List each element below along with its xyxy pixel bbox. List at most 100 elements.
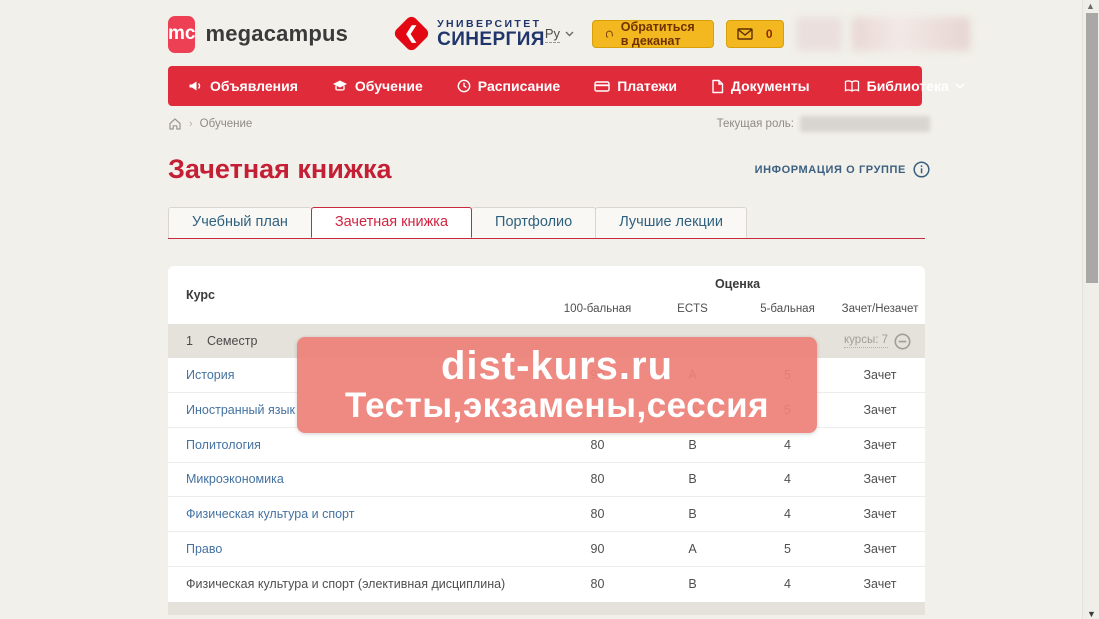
current-role: Текущая роль: [717, 116, 930, 132]
score-ects: B [688, 437, 697, 452]
pass-status: Зачет [863, 507, 897, 522]
nav-item-2[interactable]: Расписание [457, 78, 560, 94]
info-icon [913, 161, 930, 178]
score-5: 5 [784, 542, 791, 557]
pass-status: Зачет [863, 542, 897, 557]
nav-item-label: Документы [730, 78, 810, 94]
nav-item-3[interactable]: Платежи [594, 78, 677, 94]
pass-status: Зачет [863, 577, 897, 592]
pass-status: Зачет [863, 402, 897, 417]
column-header-ects: ECTS [677, 302, 708, 315]
redacted-role [800, 116, 930, 132]
course-name-link[interactable]: Микроэкономика [186, 472, 284, 487]
column-header-grade: Оценка [714, 277, 761, 291]
score-100: 80 [590, 507, 605, 522]
group-info-link[interactable]: ИНФОРМАЦИЯ О ГРУППЕ [755, 161, 930, 178]
envelope-icon [737, 28, 753, 40]
column-header-100: 100-бальная [563, 302, 632, 315]
column-header-course: Курс [186, 288, 216, 302]
chevron-down-icon [955, 83, 965, 89]
course-name-link[interactable]: Физическая культура и спорт [186, 507, 355, 522]
book-icon [844, 79, 860, 93]
nav-item-1[interactable]: Обучение [332, 78, 423, 94]
scroll-down-icon[interactable]: ▼ [1087, 609, 1096, 619]
gradebook-table: Курс Оценка 100-бальная ECTS 5-бальная З… [168, 266, 925, 615]
title-row: Зачетная книжка ИНФОРМАЦИЯ О ГРУППЕ [168, 154, 930, 185]
course-name-link[interactable]: Политология [186, 437, 261, 452]
semester-label: 1 Семестр [186, 334, 258, 348]
redacted-avatar [795, 17, 842, 51]
pass-status: Зачет [863, 367, 897, 382]
megaphone-icon [188, 79, 203, 93]
score-5: 4 [784, 437, 791, 452]
synergy-wordmark: УНИВЕРСИТЕТ СИНЕРГИЯ [437, 17, 545, 50]
headset-icon [606, 30, 613, 38]
table-row: Микроэкономика 80 B 4 Зачет [168, 463, 925, 498]
megacampus-wordmark[interactable]: megacampus [205, 21, 349, 46]
language-selector[interactable]: Ру [544, 26, 574, 43]
megacampus-logo-icon[interactable]: mc [168, 15, 196, 53]
course-name-link[interactable]: История [186, 367, 235, 382]
watermark-text: Тесты,экзамены,сессия [344, 385, 770, 425]
scrollbar-thumb[interactable] [1086, 13, 1098, 283]
clock-icon [457, 79, 471, 93]
score-100: 80 [590, 472, 605, 487]
nav-item-0[interactable]: Объявления [188, 78, 298, 94]
nav-item-4[interactable]: Документы [711, 78, 810, 94]
scroll-up-icon[interactable]: ▲ [1086, 1, 1095, 11]
course-name-link[interactable]: Иностранный язык [186, 402, 295, 417]
watermark-overlay: dist-kurs.ru Тесты,экзамены,сессия [297, 337, 817, 433]
table-header: Курс Оценка 100-бальная ECTS 5-бальная З… [168, 266, 925, 324]
score-5: 4 [784, 507, 791, 522]
course-name: Физическая культура и спорт (элективная … [186, 577, 506, 592]
table-row: Физическая культура и спорт (элективная … [168, 567, 925, 602]
top-header: mc megacampus ❮ УНИВЕРСИТЕТ СИНЕРГИЯ Ру … [168, 10, 970, 58]
nav-item-label: Объявления [210, 78, 298, 94]
tab-bar: Учебный план Зачетная книжка Портфолио Лучш… [168, 207, 925, 239]
pass-status: Зачет [863, 437, 897, 452]
column-header-pass: Зачет/Незачет [841, 302, 919, 315]
breadcrumb-current[interactable]: Обучение [199, 118, 253, 130]
card-icon [594, 80, 610, 93]
synergy-diamond-icon: ❮ [392, 14, 431, 54]
nav-item-5[interactable]: Библиотека [844, 78, 965, 94]
breadcrumb-separator: › [189, 118, 193, 130]
tab-0[interactable]: Учебный план [168, 207, 312, 238]
score-5: 4 [784, 577, 791, 592]
page-content: mc megacampus ❮ УНИВЕРСИТЕТ СИНЕРГИЯ Ру … [168, 0, 970, 615]
page-title: Зачетная книжка [168, 154, 392, 184]
home-icon[interactable] [168, 117, 182, 131]
nav-item-label: Библиотека [866, 78, 949, 94]
table-row: Право 90 A 5 Зачет [168, 532, 925, 568]
score-100: 80 [590, 437, 605, 452]
table-row: Политология 80 B 4 Зачет [168, 428, 925, 463]
graduation-cap-icon [332, 79, 348, 93]
tab-2[interactable]: Портфолио [471, 207, 597, 238]
tab-1-active[interactable]: Зачетная книжка [310, 207, 473, 238]
tab-3[interactable]: Лучшие лекции [595, 207, 747, 238]
column-header-5: 5-бальная [760, 302, 815, 315]
redacted-username [851, 17, 970, 51]
score-100: 80 [590, 577, 605, 592]
score-ects: B [688, 507, 697, 522]
breadcrumb-row: › Обучение Текущая роль: [168, 115, 930, 133]
nav-item-label: Расписание [477, 78, 561, 94]
mail-count-badge: 0 [765, 27, 773, 41]
scrollbar[interactable]: ▲ ▼ [1082, 0, 1099, 619]
redacted-user-info [795, 17, 970, 51]
collapse-icon[interactable] [894, 333, 911, 350]
nav-item-label: Платежи [617, 78, 677, 94]
score-ects: B [688, 577, 697, 592]
table-row: Физическая культура и спорт 80 B 4 Зачет [168, 497, 925, 533]
score-5: 4 [784, 472, 791, 487]
watermark-url: dist-kurs.ru [440, 343, 674, 388]
next-semester-row [168, 601, 925, 615]
main-navigation: Объявления Обучение Расписание Платежи Докум… [168, 66, 965, 106]
synergy-logo[interactable]: ❮ УНИВЕРСИТЕТ СИНЕРГИЯ [392, 14, 545, 54]
course-name-link[interactable]: Право [186, 542, 223, 557]
score-ects: A [688, 542, 697, 557]
mail-notifications-button[interactable]: 0 [725, 20, 784, 48]
contact-dean-button[interactable]: Обратиться в деканат [592, 20, 714, 48]
courses-count-link[interactable]: курсы: 7 [844, 334, 888, 348]
pass-status: Зачет [863, 472, 897, 487]
